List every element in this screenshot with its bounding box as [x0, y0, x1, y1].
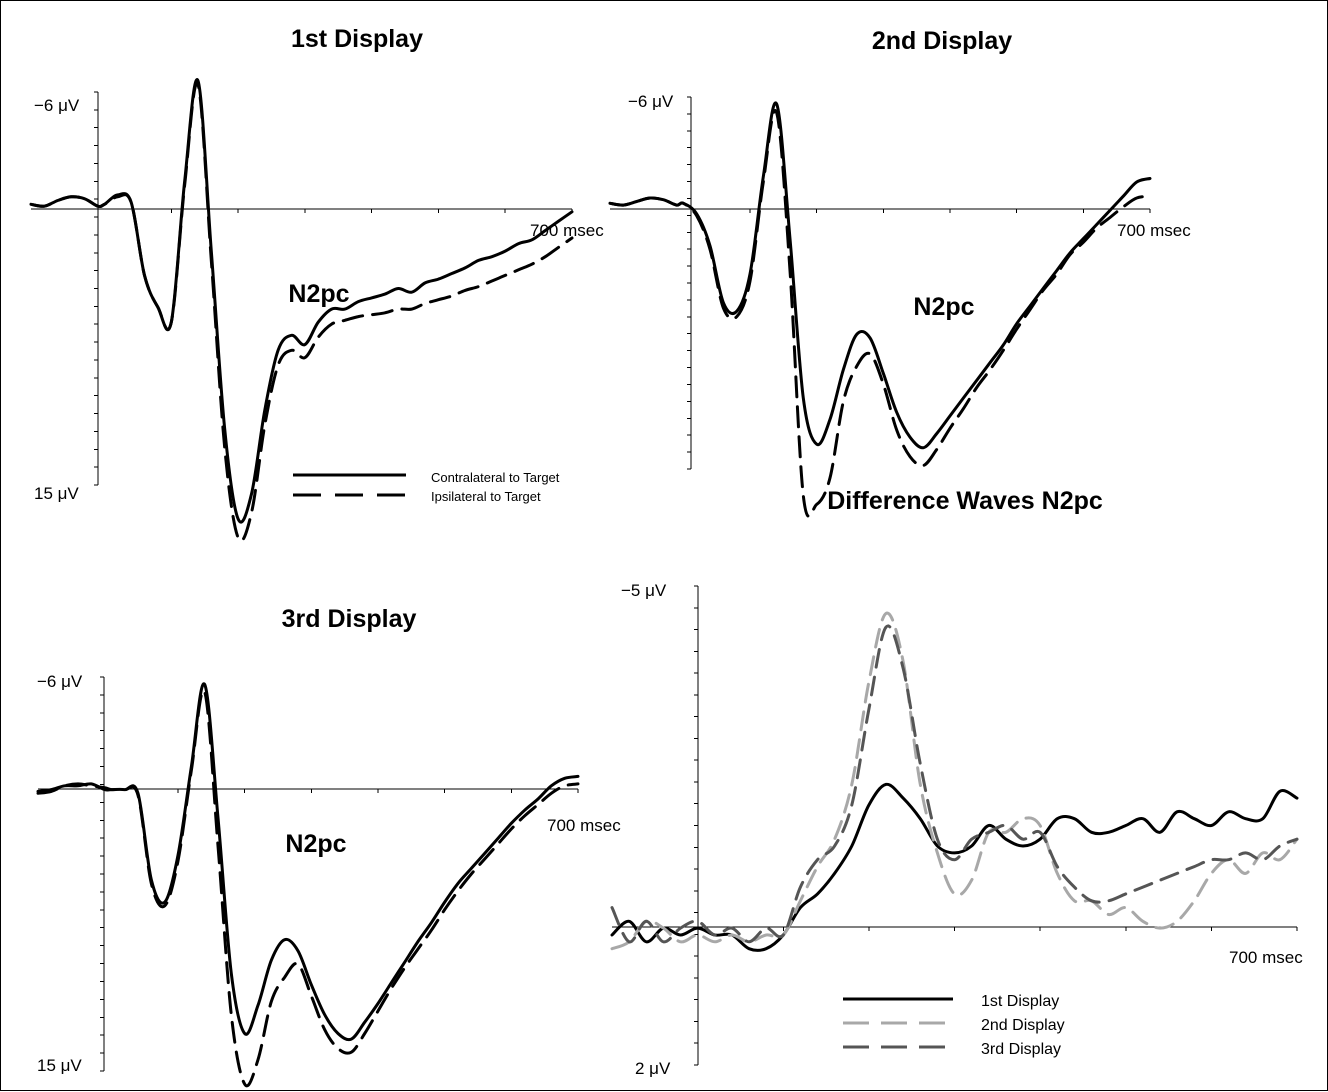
panel-1st-display-title: 1st Display: [291, 25, 423, 53]
panel-2nd-display-series: [608, 101, 1152, 518]
legend-2nd-display-label: 2nd Display: [981, 1017, 1065, 1034]
panel-3rd-display-ymax-label: 15 μV: [37, 1056, 82, 1075]
panel-difference-waves-series: [610, 611, 1299, 952]
panel-1st-display-n2pc-label: N2pc: [288, 280, 349, 308]
panel-difference-waves-ymin-label: −5 μV: [621, 581, 667, 600]
panel-1st-display-ymin-label: −6 μV: [34, 96, 80, 115]
panel-2nd-display: 2nd Display −6 μV 700 msec N2pc: [608, 27, 1191, 518]
panel-3rd-display: 3rd Display −6 μV 15 μV 700 msec N2pc: [36, 605, 621, 1088]
panel-4-series-1-line: [610, 782, 1299, 952]
legend-3rd-display-label: 3rd Display: [981, 1041, 1061, 1058]
panel-3rd-display-title: 3rd Display: [282, 605, 417, 633]
panel-3-series-2-line: [36, 688, 580, 1088]
panel-2nd-display-title: 2nd Display: [872, 27, 1012, 55]
panel-2nd-display-xmax-label: 700 msec: [1117, 221, 1191, 240]
panel-3rd-display-n2pc-label: N2pc: [285, 830, 346, 858]
panel-1st-display-xmax-label: 700 msec: [530, 221, 604, 240]
panel-4-series-2-line: [610, 611, 1299, 951]
panel-2-series-2-line: [608, 109, 1152, 518]
panel-3rd-display-series: [36, 682, 580, 1088]
panel-difference-waves-xmax-label: 700 msec: [1229, 948, 1303, 967]
panel-1-series-2-line: [29, 81, 574, 543]
legend-ipsilateral-label: Ipsilateral to Target: [431, 489, 541, 504]
panel-3rd-display-xmax-label: 700 msec: [547, 816, 621, 835]
panel-difference-waves-title: Difference Waves N2pc: [827, 487, 1103, 515]
legend-1st-display-label: 1st Display: [981, 993, 1059, 1010]
panel-difference-waves: Difference Waves N2pc −5 μV 2 μV 700 mse…: [610, 487, 1303, 1078]
panel-1st-display-series: [29, 78, 574, 543]
panel-1st-display-ymax-label: 15 μV: [34, 484, 79, 503]
legend-contralateral-label: Contralateral to Target: [431, 470, 560, 485]
panel-1-series-1-line: [29, 78, 574, 524]
panel-3rd-display-ymin-label: −6 μV: [37, 672, 83, 691]
panel-1st-display: 1st Display −6 μV 15 μV 700 msec N2pc Co…: [29, 25, 604, 543]
panel-4-series-3-line: [610, 624, 1299, 944]
panel-2nd-display-ymin-label: −6 μV: [628, 92, 674, 111]
panel-2nd-display-n2pc-label: N2pc: [913, 293, 974, 321]
panel-difference-waves-ymax-label: 2 μV: [635, 1059, 671, 1078]
